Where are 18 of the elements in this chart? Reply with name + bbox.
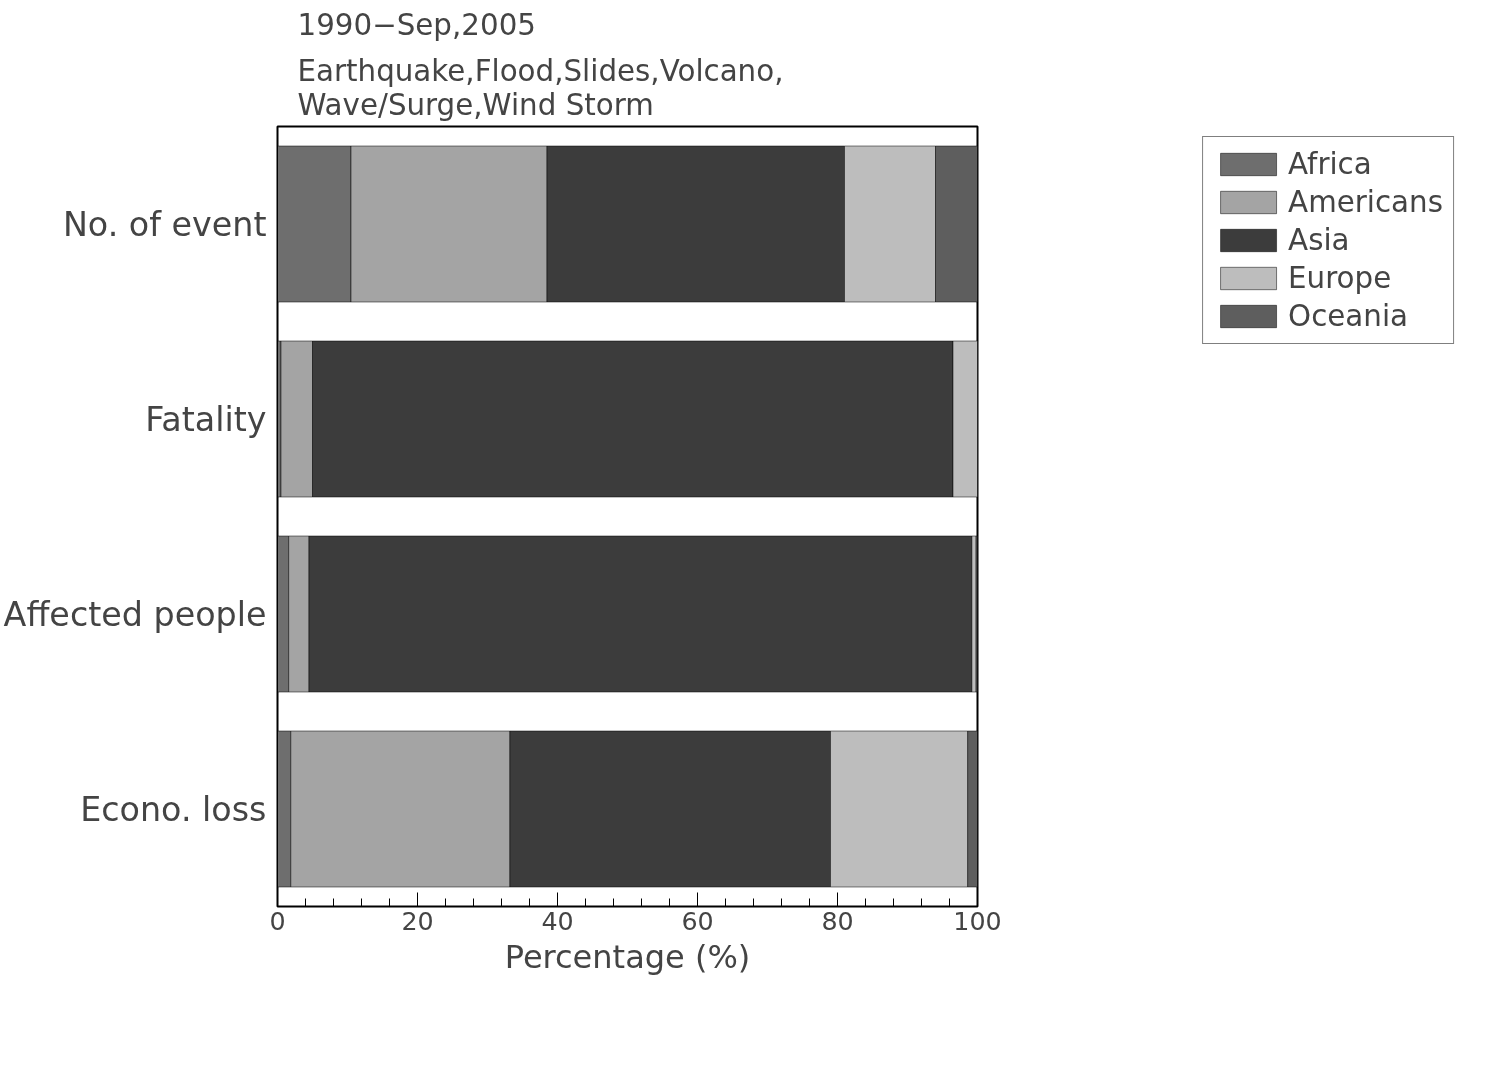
x-tick-label: 40	[541, 905, 574, 936]
x-tick-label: 80	[821, 905, 854, 936]
x-axis-title: Percentage (%)	[504, 937, 751, 976]
legend-label: Asia	[1288, 223, 1350, 257]
legend-label: Americans	[1288, 185, 1443, 219]
y-tick-label: Econo. loss	[80, 789, 267, 829]
chart-title: 1990−Sep,2005	[297, 7, 536, 42]
y-tick-label: No. of event	[62, 204, 267, 244]
x-tick-label: 60	[681, 905, 714, 936]
y-tick-label: Fatality	[145, 399, 267, 439]
x-tick-label: 100	[953, 905, 1002, 936]
chart-subtitle: Earthquake,Flood,Slides,Volcano, Wave/Surge,Wind Storm	[297, 53, 784, 122]
x-tick-label: 0	[269, 905, 286, 936]
legend-label: Oceania	[1288, 299, 1409, 333]
x-tick-label: 20	[401, 905, 434, 936]
y-tick-label: Affected people	[3, 594, 267, 634]
legend-label: Africa	[1288, 147, 1372, 181]
legend-label: Europe	[1288, 261, 1392, 295]
